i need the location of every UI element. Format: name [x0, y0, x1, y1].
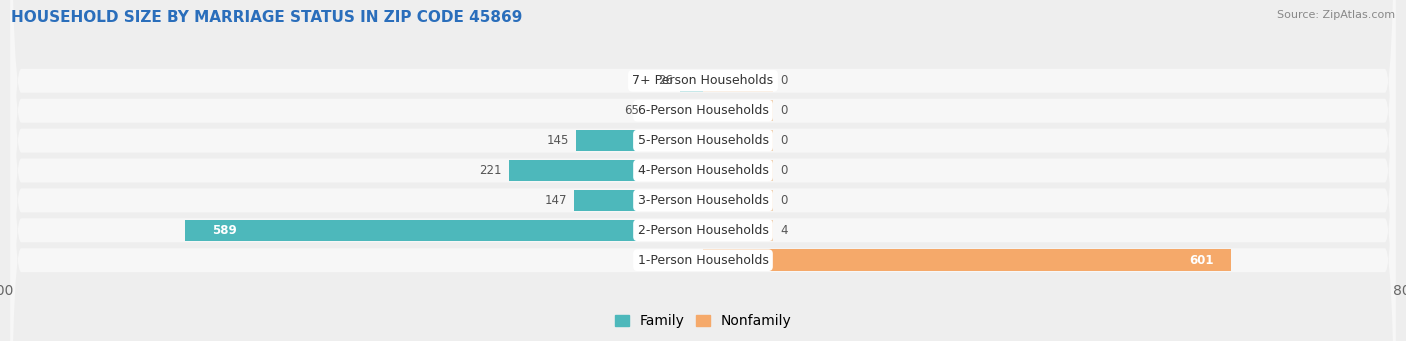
- FancyBboxPatch shape: [10, 0, 1395, 341]
- Bar: [703, 100, 773, 121]
- Text: 0: 0: [780, 74, 787, 87]
- Text: 147: 147: [544, 194, 567, 207]
- Text: 4-Person Households: 4-Person Households: [637, 164, 769, 177]
- Text: 145: 145: [546, 134, 568, 147]
- Bar: [703, 249, 1232, 271]
- Bar: [509, 160, 703, 181]
- FancyBboxPatch shape: [10, 0, 1395, 341]
- Text: 6-Person Households: 6-Person Households: [637, 104, 769, 117]
- FancyBboxPatch shape: [10, 0, 1395, 341]
- Bar: [681, 70, 703, 92]
- Text: 221: 221: [479, 164, 502, 177]
- FancyBboxPatch shape: [10, 0, 1395, 341]
- Text: 65: 65: [624, 104, 638, 117]
- FancyBboxPatch shape: [10, 0, 1395, 341]
- Bar: [575, 130, 703, 151]
- Text: 1-Person Households: 1-Person Households: [637, 254, 769, 267]
- Text: 2-Person Households: 2-Person Households: [637, 224, 769, 237]
- Text: Source: ZipAtlas.com: Source: ZipAtlas.com: [1277, 10, 1395, 20]
- Text: 5-Person Households: 5-Person Households: [637, 134, 769, 147]
- Text: 7+ Person Households: 7+ Person Households: [633, 74, 773, 87]
- Text: 0: 0: [780, 104, 787, 117]
- Bar: [645, 100, 703, 121]
- FancyBboxPatch shape: [10, 0, 1395, 341]
- Bar: [574, 190, 703, 211]
- Bar: [703, 70, 773, 92]
- Bar: [186, 220, 703, 241]
- Text: 0: 0: [780, 134, 787, 147]
- Text: HOUSEHOLD SIZE BY MARRIAGE STATUS IN ZIP CODE 45869: HOUSEHOLD SIZE BY MARRIAGE STATUS IN ZIP…: [11, 10, 523, 25]
- Legend: Family, Nonfamily: Family, Nonfamily: [609, 309, 797, 334]
- Text: 26: 26: [658, 74, 673, 87]
- Text: 3-Person Households: 3-Person Households: [637, 194, 769, 207]
- Bar: [703, 220, 773, 241]
- FancyBboxPatch shape: [10, 0, 1395, 341]
- Text: 589: 589: [212, 224, 236, 237]
- Text: 601: 601: [1189, 254, 1213, 267]
- Text: 0: 0: [780, 164, 787, 177]
- Bar: [703, 249, 773, 271]
- Bar: [703, 130, 773, 151]
- Bar: [703, 160, 773, 181]
- Bar: [703, 190, 773, 211]
- Text: 4: 4: [780, 224, 787, 237]
- Text: 0: 0: [780, 194, 787, 207]
- Bar: [703, 220, 707, 241]
